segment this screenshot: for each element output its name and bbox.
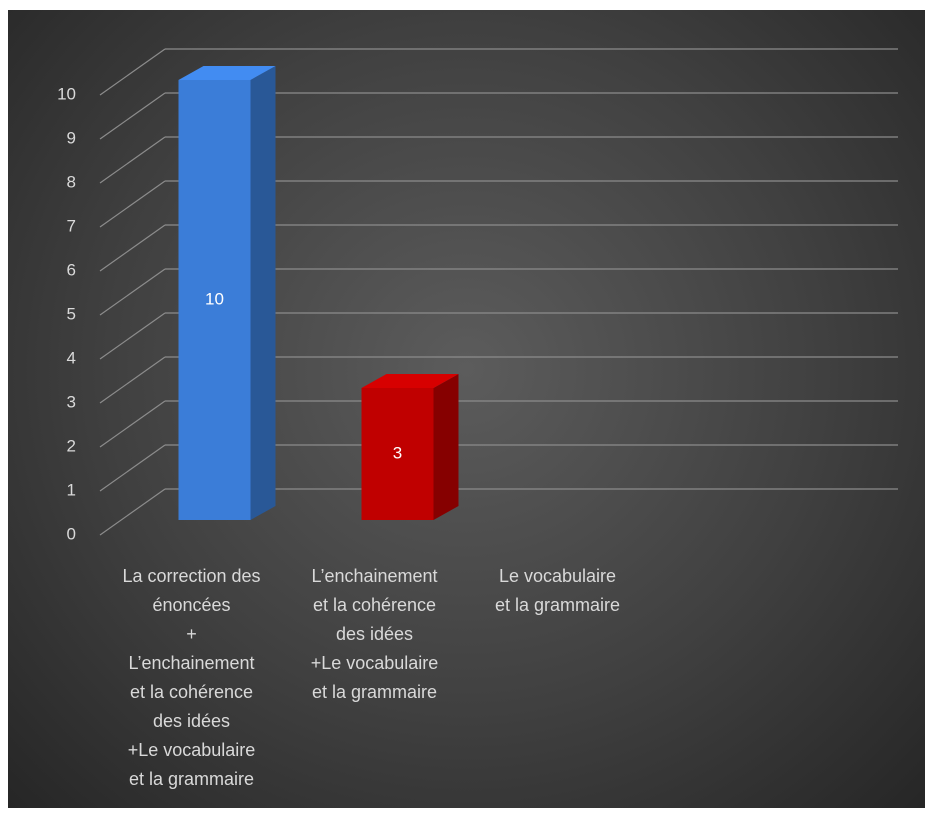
- y-tick-label: 3: [67, 392, 76, 411]
- grid-line-depth: [99, 136, 166, 184]
- chart-background: [8, 10, 925, 808]
- bar-top: [178, 66, 276, 80]
- y-tick-label: 7: [67, 216, 76, 235]
- grid-line-depth: [99, 48, 166, 96]
- y-tick-label: 6: [67, 260, 76, 279]
- grid-line-depth: [99, 312, 166, 360]
- bar-front: [361, 388, 434, 520]
- data-label: 10: [205, 289, 224, 308]
- y-tick-label: 10: [57, 84, 76, 103]
- x-tick-label: Le vocabulaire et la grammaire: [494, 566, 621, 615]
- bar-front: [178, 80, 251, 520]
- grid-line-depth: [99, 444, 166, 492]
- grid-line-depth: [99, 268, 166, 316]
- grid-line-depth: [99, 488, 166, 536]
- grid-line-depth: [99, 92, 166, 140]
- data-label: 3: [393, 443, 402, 462]
- y-tick-label: 2: [67, 436, 76, 455]
- y-tick-label: 0: [67, 524, 76, 543]
- x-tick-label: La correction des énoncées + L’enchainem…: [122, 566, 261, 789]
- bar-side: [250, 66, 276, 520]
- grid-line-depth: [99, 224, 166, 272]
- bar-top: [361, 374, 459, 388]
- y-tick-label: 5: [67, 304, 76, 323]
- y-tick-label: 4: [67, 348, 76, 367]
- y-tick-label: 8: [67, 172, 76, 191]
- grid-line-depth: [99, 356, 166, 404]
- x-tick-label: L’enchainement et la cohérence des idées…: [310, 566, 439, 702]
- y-tick-label: 9: [67, 128, 76, 147]
- grid-line-depth: [99, 180, 166, 228]
- grid-line-depth: [99, 400, 166, 448]
- bar-side: [433, 374, 459, 520]
- y-tick-label: 1: [67, 480, 76, 499]
